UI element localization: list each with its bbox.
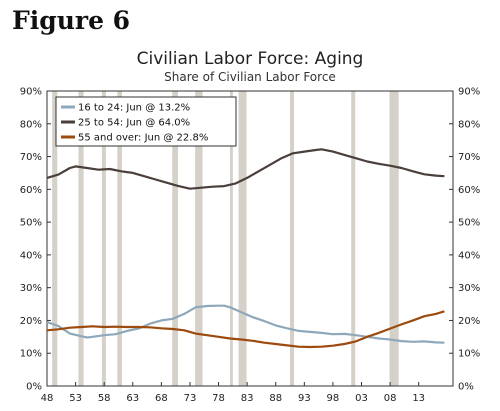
y-tick-label-right: 20%	[458, 316, 480, 327]
x-tick-label: 98	[327, 393, 340, 404]
recession-band	[351, 91, 356, 386]
x-tick-label: 73	[184, 393, 197, 404]
y-tick-label-left: 30%	[20, 283, 42, 294]
x-tick-label: 58	[98, 393, 111, 404]
recession-band	[52, 91, 58, 386]
recession-band	[290, 91, 295, 386]
y-tick-label-left: 90%	[20, 87, 42, 98]
chart-subtitle: Share of Civilian Labor Force	[164, 70, 336, 84]
y-tick-label-right: 70%	[458, 152, 480, 163]
y-tick-label-left: 50%	[20, 218, 42, 229]
y-tick-label-left: 10%	[20, 349, 42, 360]
x-tick-label: 08	[384, 393, 397, 404]
x-tick-label: 93	[298, 393, 311, 404]
y-tick-label-left: 0%	[26, 382, 42, 393]
recession-band	[172, 91, 178, 386]
series-line-16-to-24	[46, 304, 445, 344]
chart-title: Civilian Labor Force: Aging	[136, 49, 364, 69]
y-tick-label-left: 60%	[20, 185, 42, 196]
y-tick-label-left: 80%	[20, 119, 42, 130]
series-line-55-and-over	[46, 310, 445, 349]
figure-label: Figure 6	[12, 6, 131, 35]
legend-label: 25 to 54: Jun @ 64.0%	[78, 118, 190, 129]
y-tick-label-left: 40%	[20, 250, 42, 261]
recession-band	[195, 91, 203, 386]
legend-label: 55 and over: Jun @ 22.8%	[78, 133, 208, 144]
x-tick-label: 53	[69, 393, 82, 404]
x-tick-label: 68	[155, 393, 168, 404]
recession-band	[229, 91, 233, 386]
y-tick-label-right: 60%	[458, 185, 480, 196]
recession-band	[389, 91, 399, 386]
y-tick-label-right: 0%	[458, 382, 474, 393]
y-tick-label-left: 70%	[20, 152, 42, 163]
series-line-25-to-54	[46, 148, 445, 190]
recession-band	[101, 91, 106, 386]
recession-band	[117, 91, 122, 386]
y-tick-label-right: 40%	[458, 250, 480, 261]
recession-bands	[52, 91, 399, 386]
y-tick-label-right: 10%	[458, 349, 480, 360]
y-tick-label-right: 30%	[458, 283, 480, 294]
recession-band	[78, 91, 84, 386]
x-tick-label: 63	[126, 393, 139, 404]
recession-band	[238, 91, 247, 386]
x-tick-label: 03	[355, 393, 368, 404]
x-tick-label: 88	[269, 393, 282, 404]
x-tick-label: 48	[41, 393, 54, 404]
x-tick-label: 78	[212, 393, 225, 404]
y-tick-label-right: 80%	[458, 119, 480, 130]
plot-frame	[46, 90, 454, 387]
x-tick-label: 13	[412, 393, 425, 404]
y-tick-label-right: 90%	[458, 87, 480, 98]
legend-label: 16 to 24: Jun @ 13.2%	[78, 103, 190, 114]
y-tick-label-left: 20%	[20, 316, 42, 327]
x-tick-label: 83	[241, 393, 254, 404]
y-tick-label-right: 50%	[458, 218, 480, 229]
legend-box	[55, 96, 237, 147]
